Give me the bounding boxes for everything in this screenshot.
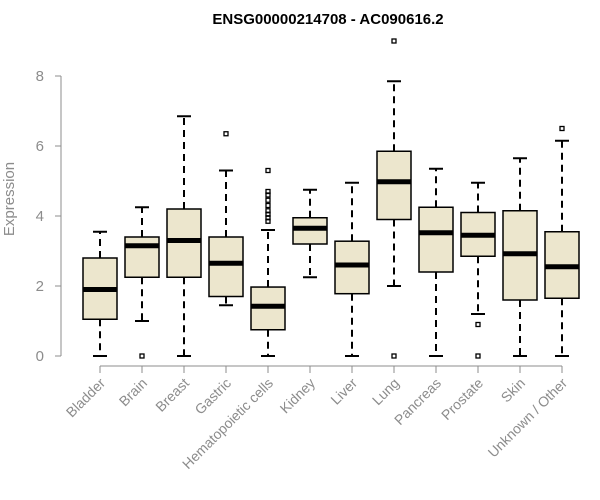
x-tick-label: Liver <box>327 375 360 408</box>
chart-title: ENSG00000214708 - AC090616.2 <box>212 11 443 28</box>
y-tick-label: 4 <box>36 208 44 225</box>
box-bladder <box>82 230 118 357</box>
outlier-point <box>391 38 397 44</box>
y-tick-label: 0 <box>36 348 44 365</box>
box-prostate <box>460 181 496 359</box>
box-breast <box>166 115 202 357</box>
boxes-group <box>82 38 580 359</box>
iqr-box <box>208 236 244 298</box>
box-gastric <box>208 131 244 307</box>
iqr-box <box>166 208 202 278</box>
iqr-box <box>418 206 454 273</box>
x-tick-label: Brain <box>116 375 150 409</box>
box-kidney <box>292 188 328 279</box>
x-tick-label: Bladder <box>63 375 109 421</box>
x-tick-label: Skin <box>498 375 529 406</box>
outlier-point <box>265 202 271 209</box>
outlier-point <box>265 208 271 214</box>
iqr-box <box>292 217 328 245</box>
y-tick-label: 6 <box>36 138 44 155</box>
outlier-point <box>265 188 271 195</box>
y-axis-label: Expression <box>1 162 18 236</box>
outlier-point <box>559 125 565 132</box>
outlier-point <box>265 167 271 174</box>
iqr-box <box>124 236 160 278</box>
box-lung <box>376 38 412 359</box>
x-tick-label: Prostate <box>438 375 486 423</box>
x-tick-label: Lung <box>369 375 402 408</box>
outlier-point <box>223 131 229 137</box>
box-unknown-other <box>544 125 580 357</box>
y-tick-label: 2 <box>36 278 44 295</box>
y-axis: 0 2 4 6 8 <box>36 68 62 365</box>
x-tick-label: Unknown / Other <box>485 375 571 461</box>
box-skin <box>502 157 538 357</box>
box-hematopoietic-cells <box>250 167 286 357</box>
y-tick-label: 8 <box>36 68 44 85</box>
outlier-point <box>265 197 271 203</box>
x-tick-label: Breast <box>152 375 192 415</box>
outlier-point <box>475 321 481 328</box>
x-tick-label: Kidney <box>277 375 319 417</box>
outlier-point <box>391 353 397 359</box>
box-brain <box>124 206 160 359</box>
x-tick-label: Pancreas <box>391 375 444 428</box>
outlier-point <box>139 353 145 359</box>
outlier-point <box>475 353 481 359</box>
box-pancreas <box>418 167 454 357</box>
box-liver <box>334 181 370 357</box>
iqr-box <box>376 150 412 221</box>
